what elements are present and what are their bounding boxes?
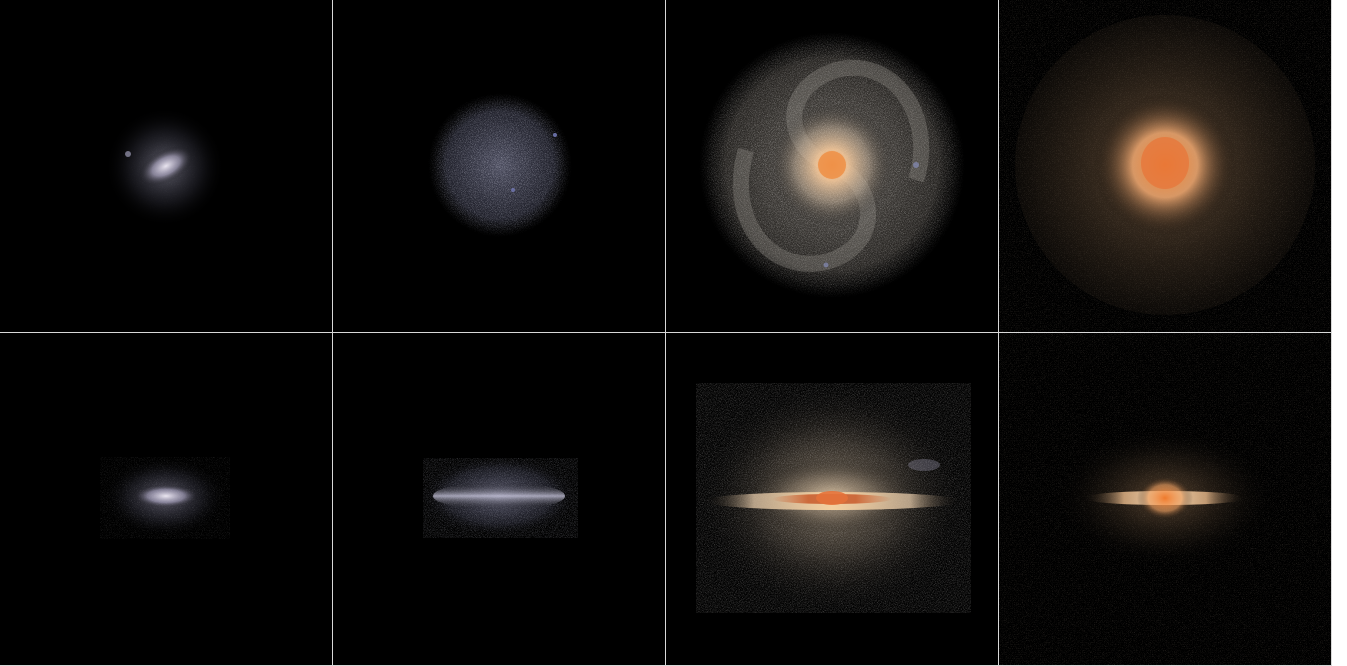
galaxy-2-edge-on-image <box>421 456 578 538</box>
galaxy-3-edge-on-image <box>696 383 971 613</box>
galaxy-4-face-on-image <box>999 0 1331 332</box>
panel-face-on-galaxy-3 <box>666 0 998 332</box>
galaxy-1-face-on-image <box>100 105 230 230</box>
panel-face-on-galaxy-1 <box>0 0 332 332</box>
panel-edge-on-galaxy-3 <box>666 333 998 665</box>
galaxy-1-edge-on-image <box>100 457 230 539</box>
galaxy-3-face-on-image <box>696 30 971 305</box>
galaxy-4-edge-on-image <box>999 333 1331 665</box>
galaxy-2-face-on-image <box>423 90 583 245</box>
panel-face-on-galaxy-2 <box>333 0 665 332</box>
panel-edge-on-galaxy-2 <box>333 333 665 665</box>
right-margin <box>1332 0 1347 666</box>
panel-face-on-galaxy-4 <box>999 0 1331 332</box>
panel-edge-on-galaxy-4 <box>999 333 1331 665</box>
panel-edge-on-galaxy-1 <box>0 333 332 665</box>
